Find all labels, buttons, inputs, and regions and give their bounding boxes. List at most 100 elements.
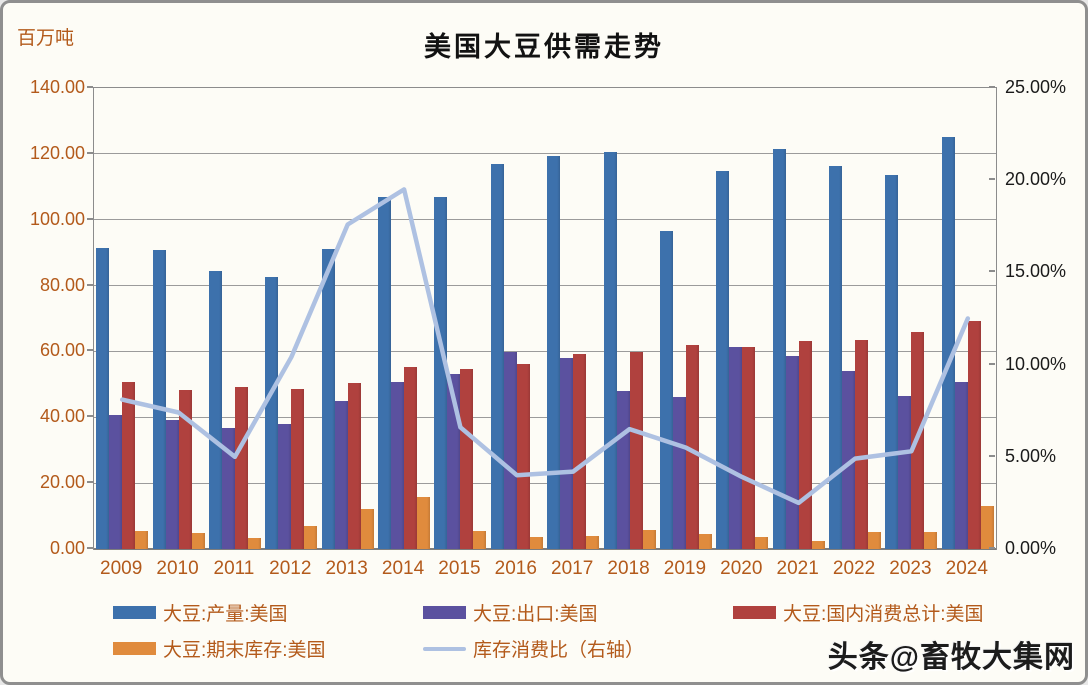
bar-大豆:期末库存:美国-2020 — [755, 537, 769, 549]
left-axis-tickmark — [87, 349, 93, 352]
x-axis-year-label: 2018 — [607, 558, 650, 579]
right-axis-tick-label: 20.00% — [1005, 169, 1067, 190]
bar-大豆:国内消费总计:美国-2017 — [573, 354, 587, 549]
bar-大豆:出口:美国-2011 — [221, 428, 235, 549]
x-axis-year-label: 2016 — [494, 558, 537, 579]
legend-label: 库存消费比（右轴） — [473, 639, 645, 661]
bar-大豆:产量:美国-2022 — [829, 166, 843, 549]
bar-大豆:国内消费总计:美国-2012 — [291, 388, 305, 549]
bar-大豆:产量:美国-2021 — [772, 148, 786, 549]
bar-大豆:出口:美国-2024 — [954, 382, 968, 549]
bar-大豆:产量:美国-2016 — [490, 163, 504, 549]
legend-color-swatch — [733, 605, 776, 619]
bar-大豆:期末库存:美国-2014 — [417, 496, 431, 549]
gridline — [94, 416, 996, 418]
bar-大豆:国内消费总计:美国-2016 — [516, 363, 530, 549]
legend-label: 大豆:出口:美国 — [473, 603, 598, 625]
right-axis-tickmark — [989, 547, 995, 549]
bar-大豆:产量:美国-2009 — [96, 247, 110, 549]
gridline — [94, 153, 996, 155]
x-axis-year-label: 2020 — [720, 558, 763, 579]
left-axis-tickmark — [87, 86, 93, 88]
legend-item-库存消费比（右轴）: 库存消费比（右轴） — [423, 640, 644, 661]
legend-color-swatch — [113, 641, 156, 655]
x-axis-year-label: 2015 — [438, 558, 481, 579]
left-axis-tickmark — [87, 481, 93, 484]
x-axis-year-label: 2013 — [325, 558, 368, 579]
bar-大豆:期末库存:美国-2015 — [473, 530, 487, 549]
bar-大豆:国内消费总计:美国-2019 — [685, 344, 699, 549]
right-axis-tick-label: 25.00% — [1005, 77, 1067, 97]
bar-大豆:期末库存:美国-2022 — [868, 531, 882, 549]
legend-color-swatch — [423, 605, 466, 619]
legend-item-大豆:产量:美国: 大豆:产量:美国 — [113, 604, 288, 625]
x-axis-year-label: 2017 — [551, 558, 594, 579]
x-axis-year-label: 2009 — [100, 558, 143, 579]
right-axis-tick-label: 15.00% — [1005, 261, 1067, 282]
bar-大豆:出口:美国-2016 — [503, 352, 517, 549]
plot-area — [93, 87, 997, 550]
bar-大豆:产量:美国-2017 — [547, 155, 561, 549]
gridline — [94, 285, 996, 287]
x-axis-year-label: 2014 — [381, 558, 425, 579]
left-axis-tickmark — [87, 415, 93, 418]
left-axis-tick-label: 140.00 — [29, 77, 85, 97]
bar-大豆:期末库存:美国-2024 — [980, 505, 994, 549]
bar-大豆:产量:美国-2020 — [716, 170, 730, 549]
bar-大豆:国内消费总计:美国-2024 — [967, 321, 981, 549]
x-axis-year-label: 2012 — [269, 558, 312, 579]
bar-大豆:出口:美国-2012 — [278, 424, 292, 549]
bar-大豆:期末库存:美国-2018 — [642, 529, 656, 549]
legend-label: 大豆:国内消费总计:美国 — [783, 603, 984, 625]
left-axis-tickmark — [87, 547, 93, 549]
bar-大豆:产量:美国-2019 — [659, 230, 673, 549]
gridline — [94, 350, 996, 352]
bar-大豆:产量:美国-2015 — [434, 197, 448, 549]
left-axis-tickmark — [87, 217, 93, 220]
bar-大豆:期末库存:美国-2012 — [304, 525, 318, 549]
right-axis-tick-label: 0.00% — [1005, 538, 1057, 558]
gridline — [94, 219, 996, 221]
right-axis-tickmark — [989, 270, 995, 273]
legend-label: 大豆:期末库存:美国 — [163, 639, 326, 661]
bar-大豆:出口:美国-2013 — [334, 401, 348, 549]
bar-大豆:国内消费总计:美国-2009 — [122, 382, 136, 549]
gridline — [94, 482, 996, 484]
right-axis-tickmark — [989, 362, 995, 365]
right-axis-tick-label: 5.00% — [1005, 445, 1057, 466]
x-axis-year-label: 2022 — [832, 558, 876, 579]
right-axis-tick-label: 10.00% — [1005, 353, 1067, 374]
bar-大豆:出口:美国-2010 — [165, 419, 179, 549]
chart-title: 美国大豆供需走势 — [424, 32, 664, 63]
x-axis-year-label: 2019 — [663, 558, 707, 579]
bar-大豆:国内消费总计:美国-2018 — [629, 352, 643, 549]
legend-item-大豆:国内消费总计:美国: 大豆:国内消费总计:美国 — [733, 604, 984, 625]
bar-大豆:期末库存:美国-2021 — [811, 541, 825, 549]
bar-大豆:国内消费总计:美国-2010 — [178, 389, 192, 549]
bar-大豆:产量:美国-2014 — [378, 196, 392, 549]
x-axis-year-label: 2011 — [213, 558, 255, 579]
legend-label: 大豆:产量:美国 — [163, 603, 288, 625]
right-axis-tickmark — [989, 454, 995, 457]
bar-大豆:期末库存:美国-2013 — [360, 509, 374, 549]
bar-大豆:期末库存:美国-2009 — [135, 530, 149, 549]
bar-大豆:国内消费总计:美国-2020 — [742, 347, 756, 549]
x-axis-year-label: 2021 — [776, 558, 819, 579]
bar-大豆:国内消费总计:美国-2022 — [855, 339, 869, 549]
bar-大豆:出口:美国-2014 — [391, 382, 405, 549]
watermark-text: 头条@畜牧大集网 — [827, 641, 1075, 674]
legend-color-swatch — [113, 605, 156, 619]
bar-大豆:产量:美国-2011 — [208, 270, 222, 549]
bar-大豆:出口:美国-2019 — [672, 396, 686, 549]
left-axis-tick-label: 20.00 — [39, 472, 85, 493]
right-axis-tickmark — [989, 86, 995, 88]
bar-大豆:国内消费总计:美国-2011 — [234, 387, 248, 549]
ratio-line-series — [119, 187, 971, 506]
left-axis-tick-label: 40.00 — [39, 406, 85, 427]
left-axis-unit-label: 百万吨 — [17, 28, 75, 49]
bar-大豆:出口:美国-2022 — [842, 370, 856, 549]
x-axis-line — [94, 548, 996, 550]
left-axis-tick-label: 0.00 — [49, 538, 85, 558]
right-axis-tickmark — [989, 178, 995, 181]
